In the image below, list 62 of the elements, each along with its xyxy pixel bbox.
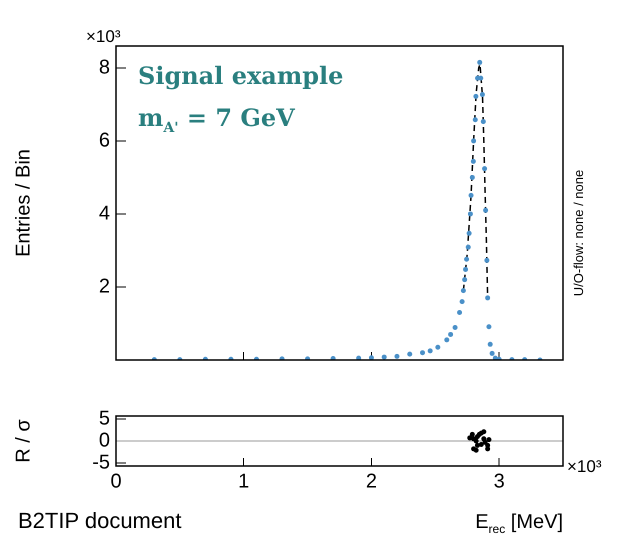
point [473, 94, 478, 99]
y-tick-label: 2 [98, 275, 110, 298]
point [484, 258, 490, 263]
point [471, 138, 476, 144]
point [490, 350, 495, 356]
point [488, 342, 493, 347]
point [457, 310, 462, 316]
y-axis-title: Entries / Bin [12, 149, 35, 257]
point [394, 354, 400, 359]
y-tick-label: 5 [98, 408, 110, 430]
point [470, 174, 475, 180]
point [305, 356, 310, 360]
point [474, 438, 479, 444]
point [468, 211, 473, 216]
point [420, 350, 426, 356]
point [466, 230, 472, 236]
y-axis-title: R / σ [12, 418, 35, 463]
point [480, 119, 486, 124]
point [407, 352, 412, 357]
annotation: Signal example [138, 61, 344, 90]
point [470, 432, 475, 437]
point [485, 295, 490, 300]
point [448, 332, 454, 337]
point [481, 429, 486, 434]
point [480, 92, 485, 98]
y-tick-label: 0 [98, 430, 110, 452]
point [460, 288, 466, 294]
point [330, 356, 336, 360]
point [466, 244, 471, 250]
point [368, 355, 374, 360]
point [452, 325, 458, 330]
x-tick-label: 1 [238, 470, 250, 493]
point [464, 256, 470, 262]
point [486, 324, 492, 330]
x-tick-label: 3 [494, 470, 505, 493]
point [474, 442, 480, 448]
point [482, 166, 488, 172]
point [472, 117, 478, 122]
y-tick-label: 8 [98, 56, 110, 78]
point [468, 192, 474, 198]
point [474, 448, 479, 453]
point [356, 356, 362, 360]
text: ×10³ [86, 27, 121, 46]
x-tick-label: 2 [366, 470, 377, 493]
text: ×10³ [567, 457, 602, 476]
point [462, 277, 468, 282]
point [444, 337, 450, 342]
point [470, 158, 476, 164]
point [467, 435, 472, 440]
point [428, 348, 433, 354]
y-tick-label: 4 [98, 202, 110, 224]
point [382, 354, 387, 360]
point [486, 437, 492, 442]
point [477, 60, 482, 65]
text: U/O-flow: none / none [571, 170, 586, 296]
point [435, 344, 440, 350]
point [460, 299, 465, 304]
text: B2TIP document [18, 508, 182, 533]
point [483, 208, 488, 213]
y-tick-label: 6 [98, 129, 110, 152]
point [463, 266, 468, 272]
y-tick-label: -5 [92, 451, 110, 474]
